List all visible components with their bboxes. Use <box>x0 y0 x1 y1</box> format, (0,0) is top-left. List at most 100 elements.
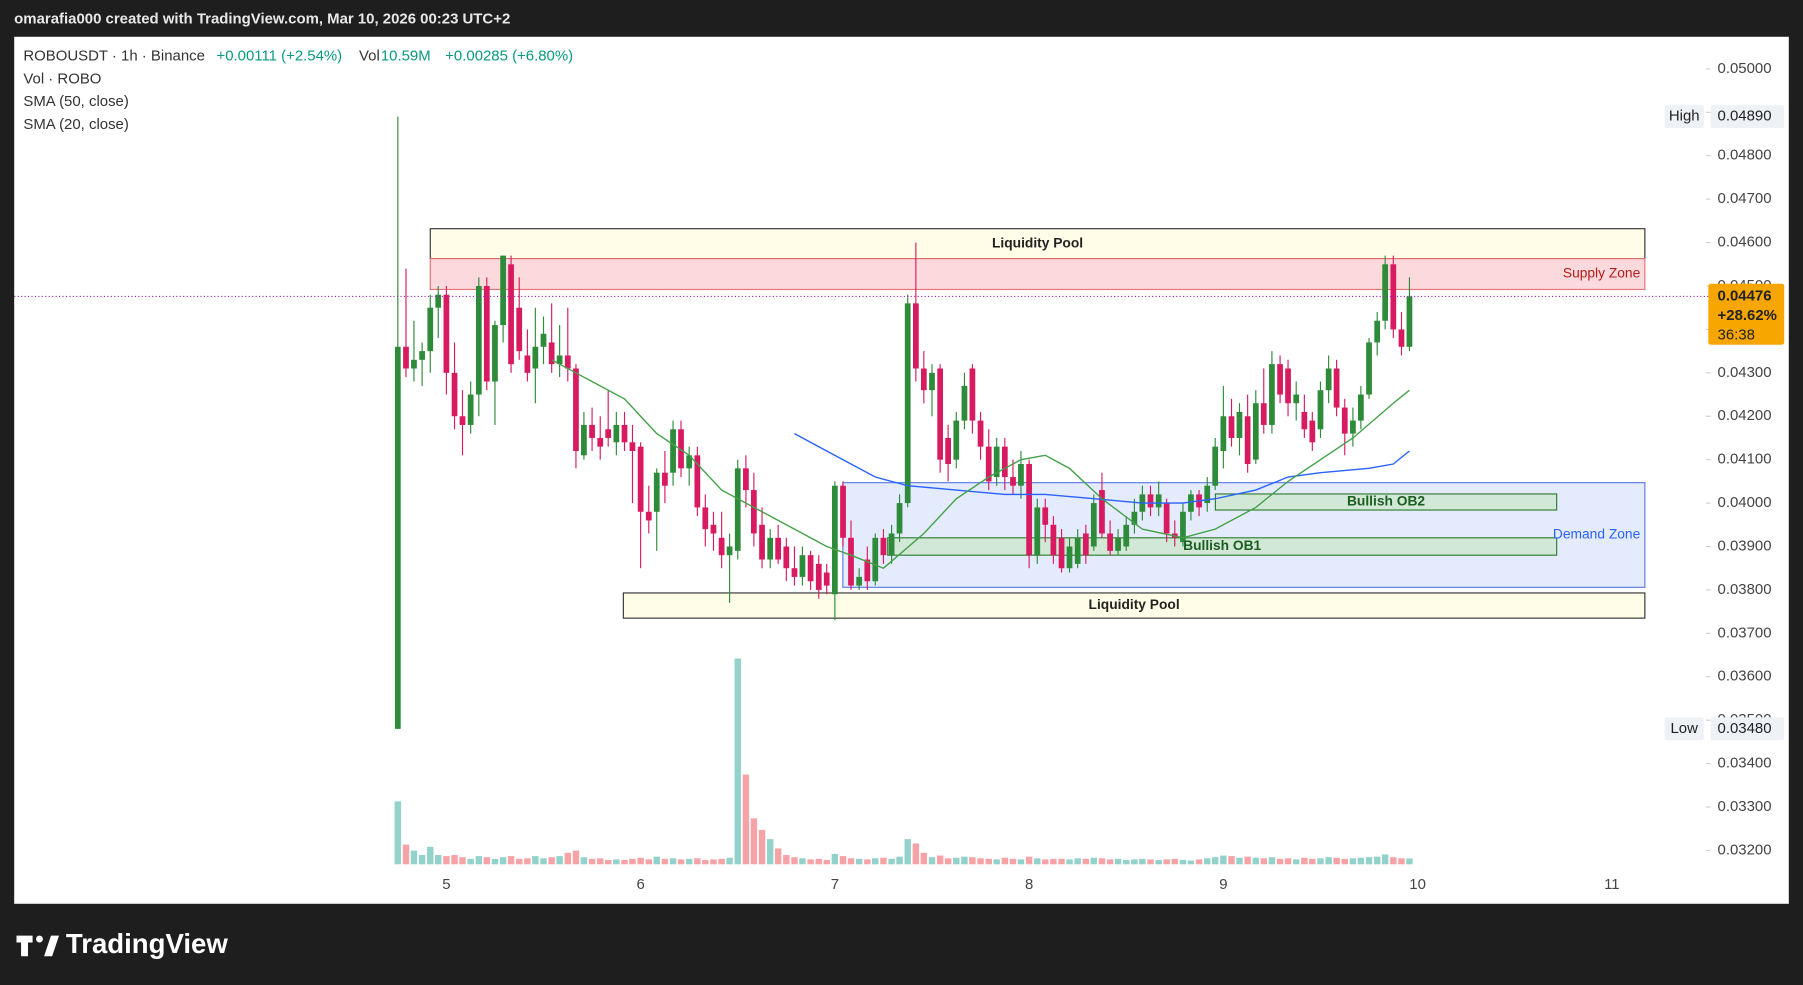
volume-bar <box>1179 859 1187 865</box>
volume-bar <box>1074 858 1081 865</box>
volume-bar <box>1187 860 1195 865</box>
volume-bar <box>896 856 903 865</box>
volume-bar <box>491 858 499 865</box>
volume-bar <box>750 818 758 865</box>
candle-body <box>1212 446 1219 486</box>
candle-body <box>896 503 903 534</box>
candle-body <box>500 255 506 326</box>
volume-bar <box>435 855 442 865</box>
volume-bar <box>1131 859 1138 865</box>
candle-body <box>937 368 944 460</box>
candle-body <box>904 303 911 504</box>
volume-bar <box>1090 857 1098 865</box>
candle-body <box>888 533 895 556</box>
y-tick-label: 0.04000 <box>1718 494 1772 511</box>
candle-body <box>1317 390 1324 430</box>
candle-body <box>1285 368 1291 404</box>
volume-bar <box>475 856 483 865</box>
volume-bar <box>1244 856 1251 865</box>
candle-body <box>1350 420 1356 434</box>
volume-bar <box>799 858 806 865</box>
volume-bar <box>1406 858 1413 865</box>
volume-bar <box>669 858 677 865</box>
y-tick-label: 0.04600 <box>1718 234 1772 251</box>
volume-bar <box>1171 858 1179 865</box>
candle-body <box>1260 403 1267 425</box>
volume-bar <box>928 857 936 865</box>
volume-bar <box>1058 858 1065 865</box>
high-label-badge <box>1664 105 1704 129</box>
candle-body <box>645 511 652 521</box>
candle-body <box>394 346 401 729</box>
candle-body <box>912 303 919 369</box>
candle-body <box>589 424 595 438</box>
low-value: 0.03480 <box>1718 720 1772 737</box>
candle-body <box>985 446 992 482</box>
candle-body <box>1220 416 1227 451</box>
candle-body <box>1107 533 1113 551</box>
volume-bar <box>1228 856 1235 865</box>
volume-bar <box>694 858 701 865</box>
volume-bar <box>1284 858 1292 865</box>
candle-body <box>1034 507 1041 556</box>
candle-body <box>459 416 466 425</box>
volume-label: Vol <box>359 47 380 64</box>
candle-body <box>1042 507 1049 525</box>
volume-bar <box>1082 858 1090 865</box>
candle-body <box>1090 503 1097 547</box>
volume-bar <box>499 857 507 865</box>
candle-body <box>451 372 458 417</box>
candle-body <box>767 537 774 560</box>
volume-bar <box>961 856 968 865</box>
candle-body <box>1188 494 1194 512</box>
volume-bar <box>847 858 855 865</box>
candle-body <box>1155 494 1162 508</box>
candle-body <box>540 333 547 347</box>
y-tick-label: 0.04300 <box>1718 364 1772 381</box>
volume-bar <box>451 855 458 865</box>
volume-bar <box>1017 859 1025 865</box>
volume-bar <box>1357 857 1365 865</box>
candle-body <box>411 359 417 369</box>
volume-bar <box>774 848 782 865</box>
volume-bar <box>766 839 774 865</box>
volume-bar <box>718 858 725 865</box>
zone <box>429 228 1646 260</box>
volume-bar <box>823 859 830 865</box>
volume-bar <box>1292 859 1300 865</box>
volume-bar <box>621 859 628 865</box>
candle-body <box>1341 407 1348 434</box>
candle-body <box>403 346 409 369</box>
symbol: ROBOUSDT · 1h · Binance <box>23 47 205 64</box>
y-tick-label: 0.04200 <box>1718 407 1772 424</box>
y-tick-label: 0.04700 <box>1718 190 1772 207</box>
volume-bar <box>1317 858 1324 865</box>
volume-bar <box>685 858 693 865</box>
candle-body <box>467 394 474 425</box>
volume-value: 10.59M <box>381 47 431 64</box>
candle-body <box>1082 533 1089 556</box>
volume-bar <box>1050 858 1057 865</box>
y-tick-label: 0.03900 <box>1718 537 1772 554</box>
candle-body <box>1236 411 1243 438</box>
candle-body <box>629 442 636 451</box>
candle-body <box>1269 364 1275 425</box>
volume-bar <box>1301 857 1308 865</box>
volume-bar <box>969 857 976 865</box>
candle-body <box>1301 411 1308 430</box>
sma-line <box>794 433 1410 504</box>
candle-body <box>799 555 806 577</box>
x-tick-label: 11 <box>1604 876 1620 893</box>
volume-bar <box>588 858 596 865</box>
volume-bar <box>1204 858 1211 865</box>
candle-body <box>1382 264 1389 321</box>
candle-body <box>880 537 887 556</box>
volume-bar <box>791 857 798 865</box>
countdown: 36:38 <box>1718 326 1755 343</box>
volume-bar <box>1001 857 1009 865</box>
volume-bar <box>459 857 466 865</box>
volume-bar <box>483 857 491 865</box>
volume-bar <box>604 859 612 865</box>
